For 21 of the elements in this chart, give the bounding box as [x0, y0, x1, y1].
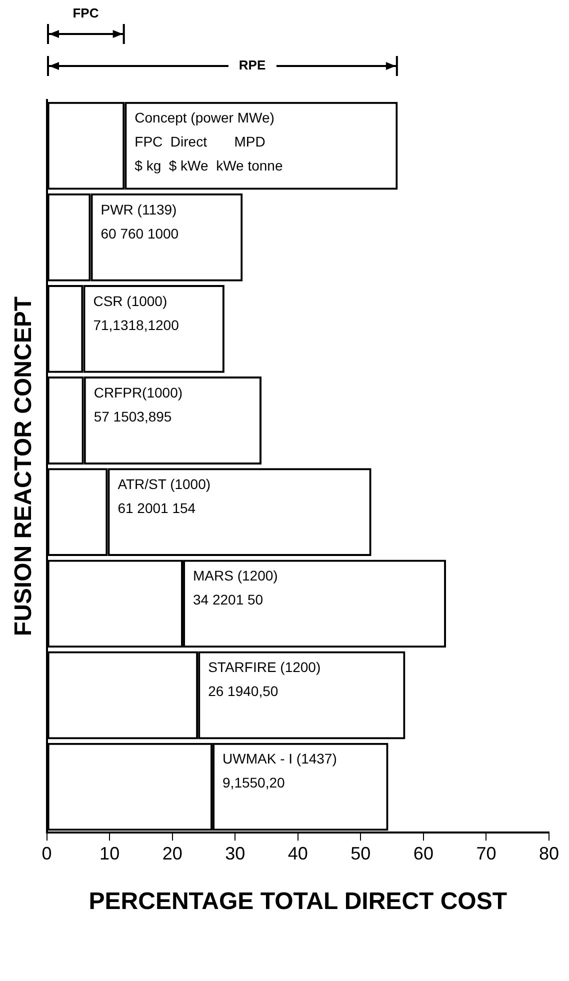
- x-tick-label: 30: [225, 843, 246, 864]
- y-tick-label: CRFPR(1000) 57 1503,895: [94, 384, 183, 424]
- x-tick-label: 40: [288, 843, 308, 864]
- y-axis-title: FUSION REACTOR CONCEPT: [10, 296, 38, 636]
- text: FPC: [72, 6, 100, 21]
- x-tick-label: 60: [413, 843, 434, 864]
- y-tick-label: ATR/ST (1000) 61 2001 154: [118, 476, 211, 516]
- y-tick-label: STARFIRE (1200) 26 1940,50: [208, 659, 321, 700]
- y-tick-label: CSR (1000) 71,1318,1200: [93, 292, 180, 333]
- x-tick-label: 50: [350, 843, 371, 864]
- x-tick-label: 80: [538, 843, 560, 864]
- y-tick-label: Concept (power MWe) FPC Direct MPD $ kg $ kWe kWe tonne: [134, 110, 283, 174]
- text: RPE: [238, 58, 266, 73]
- x-tick-label: 20: [162, 843, 182, 864]
- y-tick-label: MARS (1200) 34 2201 50: [193, 568, 278, 608]
- x-tick-label: 10: [100, 843, 120, 864]
- x-tick-label: 0: [42, 843, 52, 864]
- x-tick-label: 70: [476, 843, 496, 864]
- y-tick-label: UWMAK - I (1437) 9,1550,20: [222, 750, 337, 791]
- y-tick-label: PWR (1139) 60 760 1000: [100, 201, 179, 242]
- x-axis-title: PERCENTAGE TOTAL DIRECT COST: [88, 888, 508, 916]
